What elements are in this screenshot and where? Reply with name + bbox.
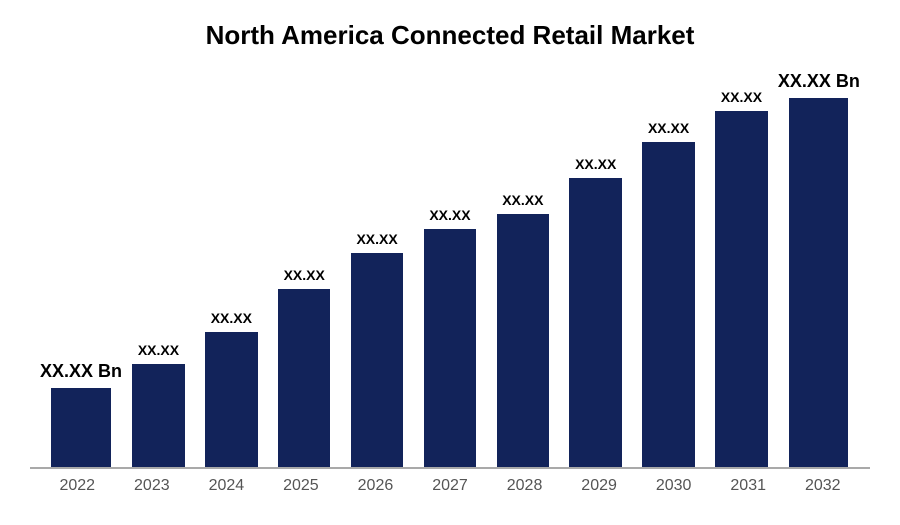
- bar: [789, 98, 848, 467]
- bar-group: XX.XX: [486, 71, 559, 467]
- bar-value-label: XX.XX: [284, 267, 325, 283]
- chart-container: North America Connected Retail Market XX…: [0, 0, 900, 525]
- bar-value-label: XX.XX Bn: [778, 71, 860, 92]
- bar-value-label: XX.XX: [429, 207, 470, 223]
- bar-group: XX.XX: [705, 71, 778, 467]
- bar-value-label: XX.XX: [575, 156, 616, 172]
- bar-value-label: XX.XX: [356, 231, 397, 247]
- bar: [51, 388, 110, 467]
- x-axis-label: 2029: [562, 477, 637, 495]
- x-axis-label: 2031: [711, 477, 786, 495]
- x-axis-label: 2025: [264, 477, 339, 495]
- bar-value-label: XX.XX: [211, 310, 252, 326]
- bar: [278, 289, 330, 467]
- bar-group: XX.XX: [632, 71, 705, 467]
- bar-group: XX.XX Bn: [40, 71, 122, 467]
- bar-group: XX.XX: [414, 71, 487, 467]
- bar-group: XX.XX: [559, 71, 632, 467]
- bar-value-label: XX.XX: [648, 120, 689, 136]
- bar: [569, 178, 621, 467]
- bar-value-label: XX.XX: [721, 89, 762, 105]
- bar: [205, 332, 257, 467]
- x-axis-label: 2022: [40, 477, 115, 495]
- bar-value-label: XX.XX Bn: [40, 361, 122, 382]
- x-axis-label: 2024: [189, 477, 264, 495]
- bar: [642, 142, 694, 467]
- x-axis-label: 2030: [636, 477, 711, 495]
- bar: [132, 364, 184, 467]
- x-axis-label: 2023: [115, 477, 190, 495]
- bar-value-label: XX.XX: [502, 192, 543, 208]
- bar-group: XX.XX: [195, 71, 268, 467]
- bar-group: XX.XX: [122, 71, 195, 467]
- x-axis-label: 2027: [413, 477, 488, 495]
- chart-title: North America Connected Retail Market: [30, 20, 870, 51]
- bar-group: XX.XX: [268, 71, 341, 467]
- plot-area: XX.XX Bn XX.XX XX.XX XX.XX XX.XX XX.XX XX.XX XX…: [30, 71, 870, 469]
- bar-group: XX.XX: [341, 71, 414, 467]
- bar-group: XX.XX Bn: [778, 71, 860, 467]
- x-axis-label: 2028: [487, 477, 562, 495]
- bars-wrapper: XX.XX Bn XX.XX XX.XX XX.XX XX.XX XX.XX XX.XX XX…: [30, 71, 870, 467]
- x-axis-label: 2026: [338, 477, 413, 495]
- bar-value-label: XX.XX: [138, 342, 179, 358]
- bar: [497, 214, 549, 467]
- bar: [424, 229, 476, 467]
- bar: [351, 253, 403, 467]
- bar: [715, 111, 767, 467]
- x-axis: 2022202320242025202620272028202920302031…: [30, 469, 870, 495]
- x-axis-label: 2032: [785, 477, 860, 495]
